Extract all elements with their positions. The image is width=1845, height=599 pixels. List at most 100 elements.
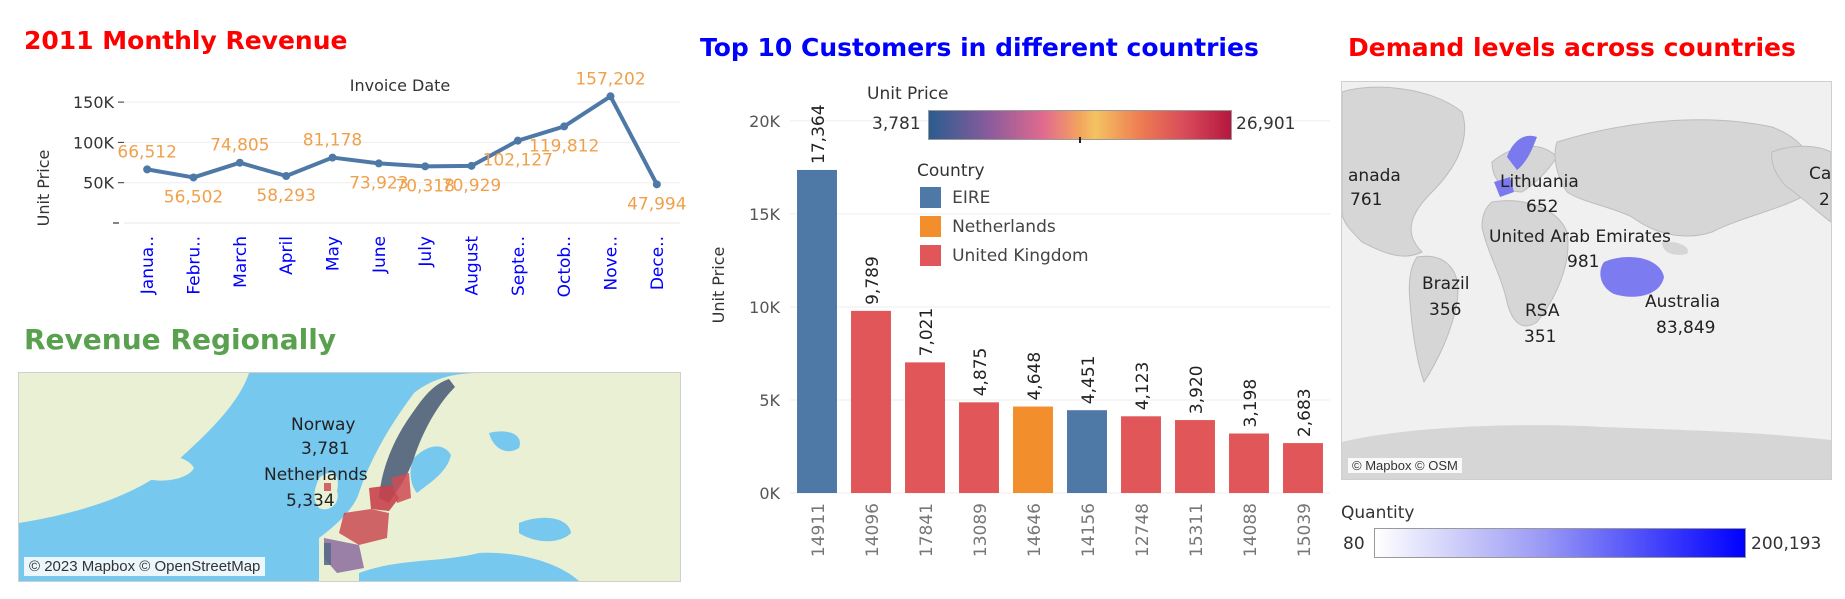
line-x-tick-label: Dece.. — [648, 236, 668, 290]
bar-y-tick-label: 20K — [749, 112, 780, 131]
bar-data-label: 7,021 — [917, 308, 937, 357]
bar[interactable] — [1229, 433, 1269, 493]
line-point[interactable] — [374, 159, 383, 168]
line-point[interactable] — [652, 180, 661, 189]
line-x-tick-label: Febru.. — [185, 236, 205, 295]
region-map-title: Revenue Regionally — [24, 323, 337, 356]
bar-y-tick-label: 5K — [759, 391, 780, 410]
demand-map[interactable]: anada 761 Lithuania 652 United Arab Emir… — [1341, 81, 1832, 480]
line-x-tick-label: June — [370, 236, 390, 274]
line-chart-title: 2011 Monthly Revenue — [24, 26, 348, 55]
line-y-tick-label: 150K — [73, 93, 115, 112]
line-chart[interactable]: Invoice Date Unit Price 50K 100K 150K 66,5… — [0, 60, 690, 300]
line-point[interactable] — [282, 172, 291, 181]
line-point[interactable] — [235, 158, 244, 167]
bar[interactable] — [851, 310, 891, 493]
bar-chart-title: Top 10 Customers in different countries — [700, 33, 1259, 62]
line-point[interactable] — [513, 136, 522, 145]
line-x-axis-title: Invoice Date — [350, 76, 451, 95]
bar-x-tick-label: 12748 — [1133, 503, 1153, 557]
bar-data-label: 3,198 — [1241, 379, 1261, 428]
country-legend-item-netherlands[interactable]: Netherlands — [920, 216, 1056, 237]
bar-data-label: 4,123 — [1133, 362, 1153, 411]
country-legend-title: Country — [917, 161, 985, 181]
country-legend-item-united-kingdom[interactable]: United Kingdom — [920, 245, 1089, 266]
region-map-basemap — [19, 373, 680, 581]
legend-swatch-united-kingdom — [920, 245, 941, 266]
bar[interactable] — [905, 362, 945, 493]
line-data-label: 70,929 — [442, 176, 501, 196]
line-data-label: 157,202 — [575, 69, 645, 89]
bar[interactable] — [1121, 416, 1161, 493]
netherlands-region[interactable] — [369, 485, 399, 511]
line-x-tick-label: August — [463, 236, 483, 296]
line-point[interactable] — [560, 122, 569, 131]
region-label-netherlands: Netherlands — [264, 465, 368, 485]
bar[interactable] — [1175, 420, 1215, 493]
bar-x-tick-label: 14156 — [1079, 503, 1099, 557]
line-point[interactable] — [143, 165, 152, 174]
region-map-credit: © 2023 Mapbox © OpenStreetMap — [24, 557, 266, 576]
bar-data-label: 4,875 — [971, 348, 991, 397]
region-value-norway: 3,781 — [301, 439, 350, 459]
line-x-tick-label: March — [231, 236, 251, 288]
quantity-legend-min: 80 — [1343, 534, 1365, 554]
line-data-label: 74,805 — [210, 136, 269, 156]
line-data-label: 56,502 — [164, 187, 223, 207]
line-point[interactable] — [421, 162, 430, 171]
bar-data-label: 2,683 — [1295, 388, 1315, 437]
line-data-label: 119,812 — [529, 136, 599, 156]
demand-value-australia: 83,849 — [1656, 318, 1716, 338]
line-x-tick-label: April — [277, 236, 297, 275]
demand-map-basemap — [1342, 86, 1831, 479]
country-legend-item-eire[interactable]: EIRE — [920, 187, 990, 208]
legend-swatch-netherlands — [920, 216, 941, 237]
line-point[interactable] — [189, 173, 198, 182]
bar[interactable] — [1067, 410, 1107, 493]
bar-y-axis-title: Unit Price — [709, 247, 728, 324]
line-data-label: 73,923 — [349, 173, 408, 193]
revenue-line-series[interactable] — [146, 94, 659, 186]
bar-y-tick-label: 10K — [749, 298, 780, 317]
unit-price-legend-max: 26,901 — [1236, 114, 1296, 134]
quantity-gradient — [1374, 528, 1746, 558]
bar-x-tick-label: 15039 — [1295, 503, 1315, 557]
demand-label-canada: anada — [1348, 166, 1401, 186]
line-x-tick-label: Janua.. — [138, 236, 158, 295]
unit-price-legend-title: Unit Price — [867, 84, 949, 104]
demand-label-lithuania: Lithuania — [1500, 172, 1579, 192]
australia-region[interactable] — [1600, 257, 1664, 297]
line-y-tick-label: 100K — [73, 133, 115, 152]
bar-x-tick-label: 14096 — [863, 503, 883, 557]
demand-label-ca: Ca — [1809, 164, 1832, 184]
line-point[interactable] — [467, 161, 476, 170]
bar[interactable] — [1283, 443, 1323, 493]
demand-value-canada: 761 — [1350, 190, 1383, 210]
bar-data-label: 4,648 — [1025, 352, 1045, 401]
demand-label-uae: United Arab Emirates — [1489, 227, 1671, 247]
region-map[interactable]: Norway 3,781 Netherlands 5,334 © 2023 Ma… — [18, 372, 681, 582]
demand-label-brazil: Brazil — [1422, 274, 1470, 294]
demand-value-lithuania: 652 — [1526, 197, 1559, 217]
demand-value-ca: 2 — [1819, 190, 1830, 210]
demand-value-rsa: 351 — [1524, 327, 1557, 347]
bar-x-tick-label: 17841 — [917, 503, 937, 557]
line-point[interactable] — [328, 153, 337, 162]
line-point[interactable] — [606, 92, 615, 101]
line-x-tick-label: Nove.. — [602, 236, 622, 290]
bar[interactable] — [797, 169, 837, 493]
bar-x-tick-label: 14646 — [1025, 503, 1045, 557]
unit-price-legend-min: 3,781 — [872, 114, 921, 134]
bar-chart[interactable]: Unit Price 0K 5K 10K 15K 20K 17,364 9,789 7,02… — [700, 70, 1340, 595]
bar[interactable] — [959, 402, 999, 493]
bar-data-label: 9,789 — [863, 256, 883, 305]
bar-data-label: 3,920 — [1187, 365, 1207, 414]
unit-price-gradient — [928, 110, 1232, 143]
bar-data-label: 4,451 — [1079, 356, 1099, 405]
norway-region[interactable] — [379, 379, 455, 503]
line-data-label: 58,293 — [256, 186, 315, 206]
line-y-tick-label: 50K — [83, 174, 114, 193]
demand-label-rsa: RSA — [1525, 301, 1560, 321]
bar[interactable] — [1013, 406, 1053, 493]
line-x-tick-label: Septe.. — [509, 236, 529, 296]
